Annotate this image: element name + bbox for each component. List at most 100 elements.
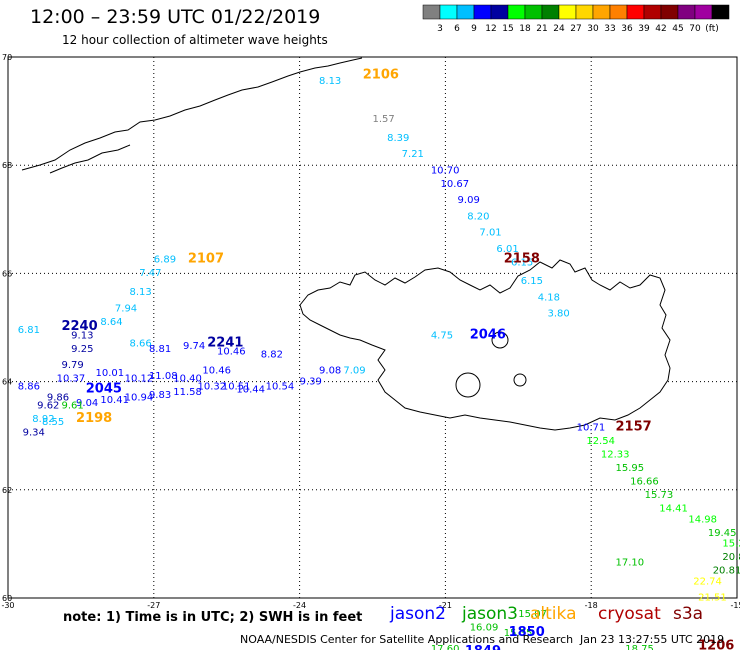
wave-height-value: 4.18: [538, 292, 560, 303]
wave-height-value: 6.89: [154, 255, 176, 266]
wave-height-value: 8.39: [387, 133, 409, 144]
pass-id-label: 2045: [86, 381, 122, 396]
wave-height-value: 8.92: [32, 414, 54, 425]
wave-height-value: 10.01: [95, 368, 124, 379]
wave-height-value: 4.75: [431, 330, 453, 341]
colorbar-label: 45: [672, 24, 683, 34]
colorbar-label: 27: [570, 24, 581, 34]
lat-lon-grid: [7, 56, 738, 599]
wave-height-value: 22.74: [693, 576, 722, 587]
colorbar-swatch: [575, 4, 594, 20]
wave-height-value: 10.71: [577, 422, 606, 433]
wave-height-value: 9.62: [37, 401, 59, 412]
wave-height-value: 9.25: [71, 344, 93, 355]
pass-id-label: 2046: [470, 327, 506, 342]
lat-tick-label: 62: [2, 486, 12, 495]
pass-id-label: 2241: [207, 335, 243, 350]
wave-height-value: 10.41: [100, 395, 129, 406]
wave-height-value: 8.81: [149, 344, 171, 355]
wave-height-value: 9.83: [149, 390, 171, 401]
lat-tick-label: 70: [2, 53, 12, 62]
colorbar-label: 3: [437, 24, 443, 34]
lat-tick-label: 64: [2, 378, 12, 387]
wave-height-value: 7.47: [139, 268, 161, 279]
legend-sat-jason3: jason3: [462, 604, 518, 624]
colorbar-label: 12: [485, 24, 496, 34]
footer-credit: NOAA/NESDIS Center for Satellite Applica…: [240, 633, 574, 646]
colorbar-swatch: [524, 4, 543, 20]
wave-height-value: 7.09: [343, 365, 365, 376]
wave-height-value: 9.79: [61, 360, 83, 371]
wave-height-value: 15.95: [616, 463, 645, 474]
wave-height-value: 6.15: [511, 257, 533, 268]
pass-id-label: 2107: [188, 252, 224, 267]
pass-id-label: 2198: [76, 411, 112, 426]
footer-timestamp: Jan 23 13:27:55 UTC 2019: [580, 633, 725, 646]
wave-height-value: 3.80: [547, 309, 569, 320]
wave-height-value: 10.51: [222, 382, 251, 393]
colorbar-swatch: [507, 4, 526, 20]
wave-height-value: 16.09: [470, 622, 499, 633]
map-frame: [7, 56, 738, 599]
wave-height-value: 11.58: [173, 387, 202, 398]
wave-height-value: 10.37: [57, 374, 86, 385]
colorbar-swatch: [609, 4, 628, 20]
wave-height-value: 16.66: [630, 476, 659, 487]
wave-height-value: 20.81: [713, 566, 740, 577]
wave-height-value: 10.32: [198, 382, 227, 393]
legend-sat-cryosat: cryosat: [598, 604, 661, 624]
legend-sat-s3a: s3a: [673, 604, 704, 624]
lon-tick-label: -18: [585, 601, 598, 610]
wave-height-value: 20.8: [722, 552, 740, 563]
colorbar-label: 39: [638, 24, 650, 34]
wave-height-value: 7.21: [402, 149, 424, 160]
lon-tick-label: -15: [730, 601, 740, 610]
wave-height-value: 8.13: [130, 287, 152, 298]
wave-height-labels: 8.13 1.57 8.39 7.21 10.70 10.67 9.09 8.20 7.01 6.…: [18, 76, 740, 650]
legend-note: note: 1) Time is in UTC; 2) SWH is in fe…: [63, 610, 363, 625]
wave-height-value: 8.66: [130, 338, 152, 349]
wave-height-value: 10.46: [217, 347, 246, 358]
colorbar-label: 36: [621, 24, 633, 34]
colorbar-swatch: [592, 4, 611, 20]
wave-height-value: 9.39: [300, 376, 322, 387]
wave-height-value: 9.86: [47, 393, 69, 404]
colorbar-swatch: [558, 4, 577, 20]
pass-id-label: 2158: [504, 252, 540, 267]
colorbar-swatch: [643, 4, 662, 20]
wave-height-value: 10.54: [266, 382, 295, 393]
colorbar-label: 70: [689, 24, 701, 34]
colorbar-swatch: [660, 4, 679, 20]
wave-height-value: 10.46: [202, 365, 231, 376]
wave-height-value: 9.08: [319, 365, 341, 376]
wave-height-value: 10.40: [173, 374, 202, 385]
colorbar-label: 6: [454, 24, 460, 34]
wave-height-value: 10.67: [441, 179, 470, 190]
lon-tick-label: -21: [439, 601, 452, 610]
pass-id-label: 1206: [698, 638, 734, 650]
lon-tick-label: -30: [1, 601, 14, 610]
wave-height-value: 9.04: [76, 398, 98, 409]
colorbar-swatch: [677, 4, 696, 20]
pass-id-label: 1850: [509, 625, 545, 640]
wave-height-value: 10.12: [125, 374, 154, 385]
lat-tick-label: 66: [2, 269, 12, 278]
colorbar-swatch: [711, 4, 730, 20]
legend-sat-jason2: jason2: [390, 604, 446, 624]
wave-height-value: 21.51: [698, 593, 727, 604]
coastline: [21, 57, 671, 431]
colorbar-label: 21: [536, 24, 547, 34]
wave-height-value: 10.94: [125, 393, 154, 404]
page-title: 12:00 – 23:59 UTC 01/22/2019: [30, 6, 321, 28]
colorbar: 3 6 9 12 15 18 21 24 27 30 33 36 39 42 45 70 (ft): [422, 4, 730, 34]
colorbar-swatch: [422, 4, 441, 20]
pass-id-labels: 2106 2158 2107 2240 2241 2046 2045 2198 2157 1850…: [61, 68, 734, 650]
wave-height-value: 12.33: [601, 449, 630, 460]
wave-height-value: 15.35: [504, 628, 533, 639]
wave-height-value: 7.01: [479, 228, 501, 239]
lon-tick-label: -24: [293, 601, 306, 610]
wave-height-value: 8.86: [18, 382, 40, 393]
wave-height-value: 15.07: [518, 609, 547, 620]
wave-height-value: 7.94: [115, 303, 137, 314]
